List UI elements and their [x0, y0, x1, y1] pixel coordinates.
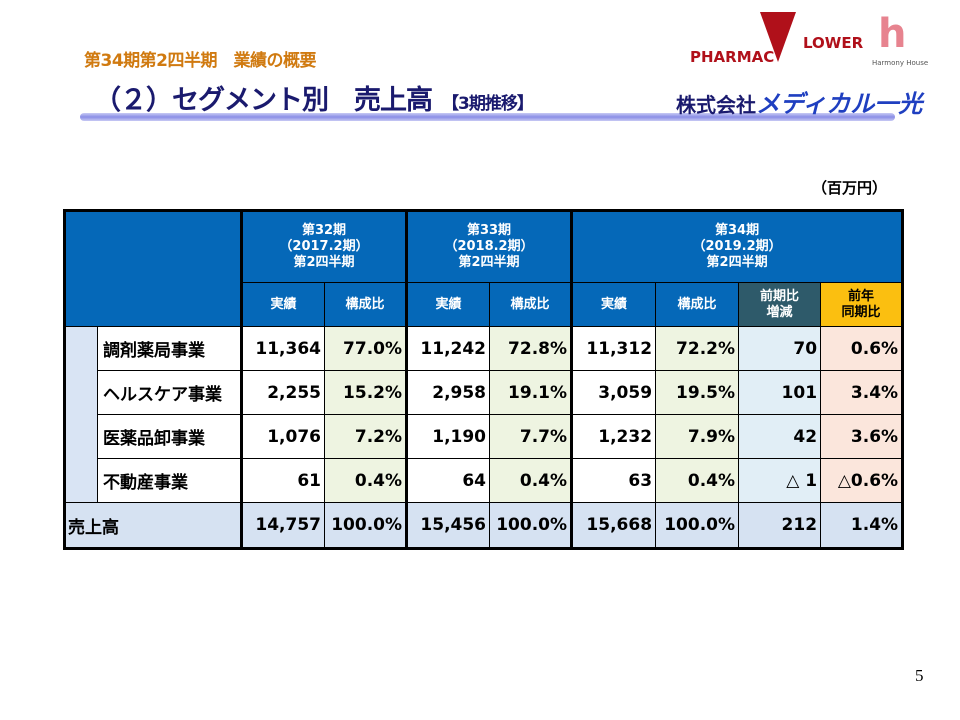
value-cell: 11,364 — [240, 326, 325, 371]
value-cell: 2,255 — [240, 370, 325, 415]
value-cell: 64 — [405, 458, 491, 503]
value-cell: 72.2% — [655, 326, 740, 371]
period-header: 第32期 （2017.2期） 第2四半期 — [239, 210, 408, 283]
segment-label: ヘルスケア事業 — [97, 370, 242, 415]
period-quarter: 第2四半期 — [706, 255, 768, 270]
page-number: 5 — [915, 666, 924, 685]
column-header: 前期比 増減 — [738, 282, 822, 327]
total-value-cell: 15,456 — [405, 502, 491, 549]
segment-label: 医薬品卸事業 — [97, 414, 242, 459]
value-cell: 1,190 — [405, 414, 491, 459]
value-cell: 15.2% — [323, 370, 408, 415]
title-underline — [80, 113, 895, 121]
value-cell: 11,242 — [405, 326, 491, 371]
value-cell: 2,958 — [405, 370, 491, 415]
value-cell: 77.0% — [323, 326, 408, 371]
harmony-house-logo: h Harmony House — [872, 11, 928, 67]
total-value-cell: 100.0% — [489, 502, 573, 549]
segment-label: 調剤薬局事業 — [97, 326, 242, 371]
title-text: （２）セグメント別 売上高 — [94, 85, 433, 116]
slide-title: （２）セグメント別 売上高 【3期推移】 — [94, 78, 534, 117]
value-cell: △0.6% — [820, 458, 904, 503]
slide-subtitle: 第34期第2四半期 業績の概要 — [84, 51, 317, 71]
value-cell: 11,312 — [570, 326, 657, 371]
table-row: 不動産事業 61 0.4% 64 0.4% 63 0.4% △ 1 △0.6% — [65, 458, 904, 503]
value-cell: 0.4% — [489, 458, 573, 503]
period-fy: （2019.2期） — [692, 239, 782, 254]
logo-pharmac-text: PHARMAC — [690, 48, 775, 66]
logo-harmony-text: Harmony House — [872, 59, 929, 67]
value-cell: 1,076 — [240, 414, 325, 459]
logo-h-letter: h — [878, 11, 907, 57]
value-cell: 19.5% — [655, 370, 740, 415]
column-header: 構成比 — [323, 282, 408, 327]
value-cell: 101 — [738, 370, 822, 415]
value-cell: 72.8% — [489, 326, 573, 371]
segment-sales-table: 第32期 （2017.2期） 第2四半期 第33期 （2018.2期） 第2四半期 第34期… — [63, 209, 905, 550]
value-cell: 3,059 — [570, 370, 657, 415]
total-label: 売上高 — [64, 502, 242, 549]
company-prefix: 株式会社 — [676, 93, 756, 117]
value-cell: 0.6% — [820, 326, 904, 371]
total-value-cell: 100.0% — [323, 502, 408, 549]
period-name: 第33期 — [466, 223, 512, 238]
period-header: 第34期 （2019.2期） 第2四半期 — [570, 210, 904, 283]
column-header: 実績 — [405, 282, 491, 327]
value-cell: 19.1% — [489, 370, 573, 415]
column-header: 構成比 — [655, 282, 740, 327]
value-cell: 61 — [240, 458, 325, 503]
pharmac-flower-logo: PHARMAC LOWER — [690, 10, 864, 72]
column-header: 実績 — [570, 282, 657, 327]
title-tag: 【3期推移】 — [442, 94, 534, 114]
value-cell: △ 1 — [738, 458, 822, 503]
column-header: 実績 — [240, 282, 325, 327]
value-cell: 7.2% — [323, 414, 408, 459]
value-cell: 70 — [738, 326, 822, 371]
column-header-row: 実績 構成比 実績 構成比 実績 構成比 前期比 増減 前年 同期比 — [65, 282, 904, 327]
table-row: ヘルスケア事業 2,255 15.2% 2,958 19.1% 3,059 19.5% 101… — [65, 370, 904, 415]
column-header: 構成比 — [489, 282, 573, 327]
value-cell: 0.4% — [323, 458, 408, 503]
period-name: 第34期 — [715, 223, 760, 238]
table-row: 調剤薬局事業 11,364 77.0% 11,242 72.8% 11,312 72.2% 7… — [64, 326, 904, 503]
company-logo: 株式会社メディカル一光 — [676, 84, 922, 119]
logo-flower-text: LOWER — [803, 34, 864, 52]
company-brand: メディカル一光 — [756, 90, 923, 118]
value-cell: 3.6% — [820, 414, 904, 459]
value-cell: 63 — [570, 458, 657, 503]
total-value-cell: 15,668 — [570, 502, 657, 549]
period-fy: （2017.2期） — [279, 239, 369, 254]
period-quarter: 第2四半期 — [458, 255, 520, 270]
value-cell: 42 — [738, 414, 822, 459]
column-header: 前年 同期比 — [820, 282, 904, 327]
value-cell: 7.9% — [655, 414, 740, 459]
period-fy: （2018.2期） — [444, 239, 534, 254]
flower-icon — [760, 12, 796, 62]
value-cell: 7.7% — [489, 414, 573, 459]
period-name: 第32期 — [301, 223, 347, 238]
total-row: 売上高 14,757 100.0% 15,456 100.0% 15,668 100.0% 2… — [64, 502, 904, 549]
value-cell: 1,232 — [570, 414, 657, 459]
value-cell: 3.4% — [820, 370, 904, 415]
total-value-cell: 14,757 — [240, 502, 325, 549]
table-row: 医薬品卸事業 1,076 7.2% 1,190 7.7% 1,232 7.9% 42 3.6% — [65, 414, 904, 459]
value-cell: 0.4% — [655, 458, 740, 503]
period-quarter: 第2四半期 — [293, 255, 355, 270]
period-header: 第33期 （2018.2期） 第2四半期 — [405, 210, 573, 283]
total-value-cell: 1.4% — [820, 502, 904, 549]
total-value-cell: 100.0% — [655, 502, 740, 549]
unit-label: （百万円） — [812, 179, 888, 197]
total-value-cell: 212 — [738, 502, 822, 549]
segment-label: 不動産事業 — [97, 458, 242, 503]
period-header-row: 第32期 （2017.2期） 第2四半期 第33期 （2018.2期） 第2四半期 第34期… — [64, 210, 904, 327]
row-group-strip — [64, 326, 98, 503]
corner-cell — [64, 210, 242, 327]
